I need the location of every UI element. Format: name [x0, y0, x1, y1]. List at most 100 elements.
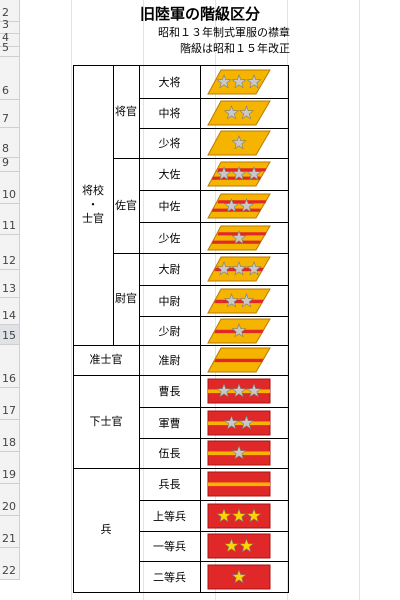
- table-border-right: [288, 65, 289, 593]
- category-general-officers: 将官: [115, 104, 137, 118]
- star-icon: [216, 507, 232, 522]
- star-icon: [216, 166, 232, 181]
- row-header-8[interactable]: 8: [0, 128, 20, 158]
- rank-name: 少将: [158, 137, 181, 150]
- rank-row-divider: [139, 561, 288, 562]
- rank-name: 一等兵: [153, 540, 186, 553]
- collar-insignia: [207, 161, 271, 187]
- red-stripe: [217, 231, 267, 235]
- row-number: 21: [2, 532, 16, 545]
- star-icon: [231, 568, 247, 583]
- red-patch: [207, 533, 271, 559]
- row-header-3[interactable]: 3: [0, 18, 20, 34]
- row-number: 16: [2, 372, 16, 385]
- star-icon: [231, 135, 247, 150]
- insignia-svg: [207, 225, 271, 250]
- gold-patch: [207, 193, 271, 219]
- collar-insignia: [207, 410, 271, 436]
- collar-insignia: [207, 100, 271, 126]
- red-stripe: [214, 358, 264, 363]
- row-header-17[interactable]: 17: [0, 388, 20, 420]
- row-number: 6: [2, 84, 9, 97]
- row-header-16[interactable]: 16: [0, 345, 20, 388]
- star-icon: [216, 261, 232, 276]
- star-icon: [246, 166, 262, 181]
- star-icon: [231, 261, 247, 276]
- star-icon: [223, 414, 240, 429]
- row-header-18[interactable]: 18: [0, 420, 20, 452]
- rank-row-divider: [139, 531, 288, 532]
- table-border-left: [73, 65, 74, 592]
- insignia-svg: [207, 503, 271, 528]
- insignia-svg: [207, 256, 271, 282]
- row-header-13[interactable]: 13: [0, 270, 20, 298]
- gold-band: [208, 482, 270, 487]
- star-icon: [231, 229, 247, 244]
- row-number: 22: [2, 564, 16, 577]
- row-header-4[interactable]: 4: [0, 31, 20, 47]
- row-header-2[interactable]: 2: [0, 0, 20, 22]
- row-header-20[interactable]: 20: [0, 484, 20, 516]
- rank-row-divider: [139, 438, 288, 439]
- rank-name: 大将: [158, 75, 181, 89]
- category-officers: 将校 ・ 士官: [82, 184, 104, 225]
- row-number: 4: [2, 31, 9, 44]
- row-header-14[interactable]: 14: [0, 298, 20, 325]
- insignia-svg: [207, 161, 271, 187]
- row-header-22[interactable]: 22: [0, 548, 20, 580]
- collar-insignia: [207, 347, 271, 373]
- star-icon: [223, 292, 240, 307]
- category-field-officers: 佐官: [115, 198, 137, 212]
- rank-name: 二等兵: [153, 570, 186, 584]
- collar-insignia: [207, 564, 271, 590]
- table-border-bottom: [73, 592, 288, 593]
- row-header-7[interactable]: 7: [0, 100, 20, 128]
- star-icon: [238, 292, 255, 307]
- row-number: 15: [2, 329, 16, 342]
- rank-row-divider: [113, 253, 288, 254]
- red-stripe: [214, 299, 264, 303]
- collar-insignia: [207, 193, 271, 219]
- star-icon: [231, 322, 247, 337]
- collar-insignia: [207, 256, 271, 282]
- category-enlisted: 兵: [100, 523, 112, 536]
- rank-name: 少佐: [158, 231, 181, 245]
- rank-name: 兵長: [158, 478, 181, 491]
- row-number: 18: [2, 436, 16, 449]
- category-ncos: 下士官: [89, 414, 123, 428]
- row-header-10[interactable]: 10: [0, 172, 20, 204]
- row-header-12[interactable]: 12: [0, 235, 20, 270]
- star-icon: [231, 166, 247, 181]
- row-number: 13: [2, 282, 16, 295]
- row-number: 7: [2, 112, 9, 125]
- row-header-5[interactable]: 5: [0, 41, 20, 57]
- star-icon: [246, 383, 262, 398]
- row-header-19[interactable]: 19: [0, 452, 20, 484]
- subcategory-column-border: [113, 65, 114, 345]
- row-header-21[interactable]: 21: [0, 516, 20, 548]
- insignia-svg: [207, 193, 271, 219]
- collar-insignia: [207, 130, 271, 156]
- row-number: 12: [2, 254, 16, 267]
- star-icon: [246, 73, 262, 88]
- insignia-svg: [207, 378, 271, 404]
- row-number: 3: [2, 18, 9, 31]
- star-icon: [223, 105, 240, 120]
- collar-insignia: [207, 225, 271, 251]
- star-icon: [231, 507, 247, 522]
- rank-row-divider: [139, 128, 288, 129]
- collar-insignia: [207, 440, 271, 466]
- rank-name: 中尉: [158, 294, 181, 308]
- insignia-column-border: [200, 65, 201, 592]
- rank-row-divider: [139, 285, 288, 286]
- star-icon: [216, 383, 232, 398]
- row-header-9[interactable]: 9: [0, 156, 20, 172]
- row-header-6[interactable]: 6: [0, 57, 20, 100]
- row-header-11[interactable]: 11: [0, 204, 20, 235]
- collar-insignia: [207, 288, 271, 314]
- star-icon: [238, 198, 255, 213]
- row-header-15[interactable]: 15: [0, 325, 20, 345]
- insignia-svg: [207, 69, 271, 94]
- rank-column-border: [139, 65, 140, 592]
- collar-insignia: [207, 318, 271, 344]
